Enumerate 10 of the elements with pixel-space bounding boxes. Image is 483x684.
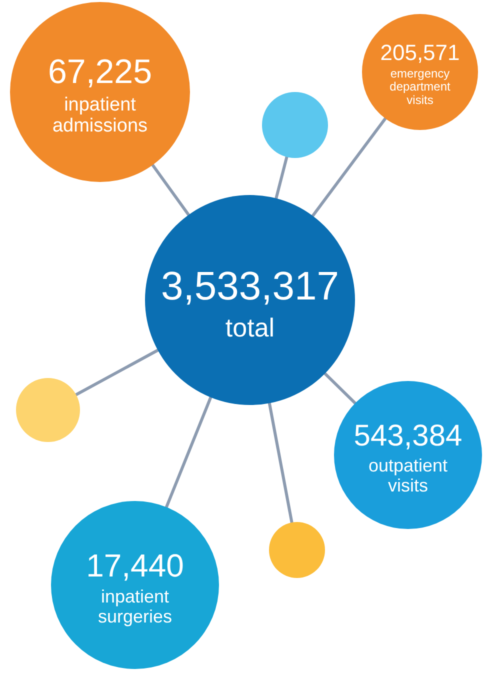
category-label: inpatient admissions <box>52 94 148 137</box>
data-label: 3,533,317 <box>161 264 339 309</box>
data-label: 17,440 <box>86 547 184 584</box>
category-label: outpatient visits <box>368 456 448 496</box>
data-label: 543,384 <box>354 420 462 453</box>
category-label: emergency department visits <box>390 66 452 107</box>
category-label: total <box>225 312 275 342</box>
category-label: inpatient surgeries <box>98 586 172 626</box>
data-label: 205,571 <box>380 40 460 65</box>
data-label: 67,225 <box>48 53 152 91</box>
